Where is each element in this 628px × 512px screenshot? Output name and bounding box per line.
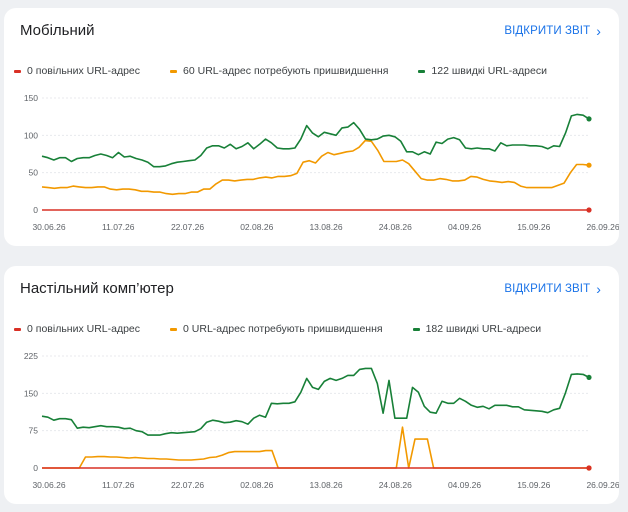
series-end-point	[586, 465, 592, 471]
open-report-link[interactable]: ВІДКРИТИ ЗВІТ ›	[504, 281, 601, 297]
open-report-label: ВІДКРИТИ ЗВІТ	[504, 25, 591, 37]
x-tick-label: 11.07.26	[102, 222, 135, 232]
x-tick-label: 24.08.26	[379, 480, 412, 490]
x-tick-label: 15.09.26	[517, 222, 550, 232]
series-end-point	[586, 374, 592, 381]
x-tick-label: 04.09.26	[448, 222, 481, 232]
x-tick-label: 11.07.26	[102, 480, 135, 490]
x-tick-label: 15.09.26	[517, 480, 550, 490]
legend-swatch	[418, 69, 426, 73]
series-line-fast	[41, 113, 590, 168]
y-tick-label: 225	[24, 351, 38, 361]
chevron-right-icon: ›	[596, 281, 601, 297]
mobile-line-chart: 0 50 100 150 30.06.26 11.07.26 22.07.26 02.08.2…	[24, 93, 619, 232]
x-tick-label: 24.08.26	[379, 222, 412, 232]
desktop-line-chart: 0 75 150 225 30.06.26 11.07.26 22.07.26 02.08.2…	[24, 351, 619, 490]
chevron-right-icon: ›	[596, 23, 601, 39]
legend-swatch	[14, 69, 21, 73]
series-line-needs-improvement	[42, 426, 589, 469]
legend-label: 60 URL-адрес потребують пришвидшення	[183, 65, 389, 77]
x-tick-label: 13.08.26	[309, 480, 342, 490]
legend-label: 182 швидкі URL-адреси	[425, 323, 542, 335]
mobile-card: Мобільний ВІДКРИТИ ЗВІТ › 0 повільних UR…	[4, 8, 619, 246]
legend-item-fast[interactable]: 122 швидкі URL-адреси	[418, 65, 547, 77]
x-tick-label: 13.08.26	[309, 222, 342, 232]
x-tick-label: 26.09.26	[586, 480, 619, 490]
legend-item-fast[interactable]: 182 швидкі URL-адреси	[412, 323, 542, 335]
legend-item-slow[interactable]: 0 повільних URL-адрес	[14, 323, 140, 335]
legend-swatch	[14, 327, 21, 331]
open-report-label: ВІДКРИТИ ЗВІТ	[504, 283, 591, 295]
card-title: Мобільний	[20, 22, 95, 39]
legend-label: 0 повільних URL-адрес	[27, 323, 141, 335]
y-tick-label: 0	[33, 463, 38, 473]
x-tick-label: 02.08.26	[240, 480, 273, 490]
legend-item-slow[interactable]: 0 повільних URL-адрес	[14, 65, 140, 77]
legend-label: 0 URL-адрес потребують пришвидшення	[183, 323, 383, 335]
legend-swatch	[412, 327, 420, 331]
y-tick-label: 50	[29, 168, 39, 178]
chart-legend: 0 повільних URL-адрес 60 URL-адрес потре…	[14, 65, 577, 77]
legend-swatch	[170, 69, 178, 73]
x-tick-label: 04.09.26	[448, 480, 481, 490]
legend-label: 0 повільних URL-адрес	[27, 65, 141, 77]
y-tick-label: 150	[24, 93, 38, 103]
x-tick-label: 30.06.26	[32, 222, 65, 232]
x-tick-label: 22.07.26	[171, 222, 204, 232]
x-tick-label: 26.09.26	[586, 222, 619, 232]
desktop-card: Настільний комп’ютер ВІДКРИТИ ЗВІТ › 0 п…	[4, 266, 619, 504]
legend-swatch	[170, 327, 178, 331]
open-report-link[interactable]: ВІДКРИТИ ЗВІТ ›	[504, 23, 601, 39]
y-tick-label: 100	[24, 130, 38, 140]
x-tick-label: 30.06.26	[32, 480, 65, 490]
series-end-point	[586, 162, 592, 168]
y-tick-label: 150	[24, 388, 38, 398]
y-tick-label: 0	[33, 205, 38, 215]
card-title: Настільний комп’ютер	[20, 280, 174, 297]
x-tick-label: 02.08.26	[240, 222, 273, 232]
legend-label: 122 швидкі URL-адреси	[431, 65, 547, 77]
chart-legend: 0 повільних URL-адрес 0 URL-адрес потреб…	[14, 323, 571, 335]
series-end-point	[586, 116, 592, 122]
series-line-fast	[41, 367, 590, 436]
y-tick-label: 75	[29, 426, 39, 436]
legend-item-needs-improvement[interactable]: 60 URL-адрес потребують пришвидшення	[170, 65, 388, 77]
legend-item-needs-improvement[interactable]: 0 URL-адрес потребують пришвидшення	[170, 323, 383, 335]
x-tick-label: 22.07.26	[171, 480, 204, 490]
series-end-point	[586, 207, 592, 213]
series-line-needs-improvement	[41, 139, 590, 196]
